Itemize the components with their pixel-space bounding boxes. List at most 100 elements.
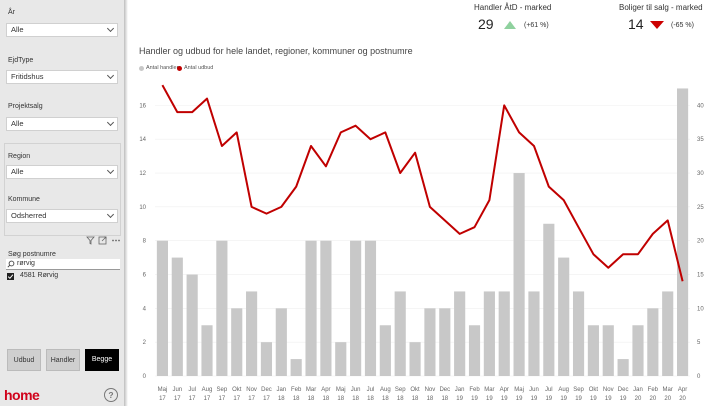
filter-icon[interactable] — [86, 236, 95, 245]
y-right-tick-label: 15 — [697, 273, 704, 279]
y-left-tick-label: 16 — [139, 103, 146, 109]
x-tick-year: 19 — [545, 396, 552, 402]
x-tick-month: Sep — [217, 387, 228, 393]
x-tick-month: Mar — [663, 387, 673, 393]
projektsalg-dropdown[interactable]: Alle — [6, 117, 118, 131]
kpi-boliger-value: 14 — [628, 16, 644, 32]
y-left-tick-label: 0 — [143, 374, 147, 380]
year-dropdown[interactable]: Alle — [6, 23, 118, 37]
bar-handler — [156, 240, 169, 376]
x-tick-year: 17 — [174, 396, 181, 402]
kpi-handler-title: Handler ÅtD - marked — [474, 3, 552, 12]
x-tick-month: Jul — [188, 387, 196, 393]
x-tick-month: Mar — [484, 387, 494, 393]
x-tick-year: 19 — [575, 396, 582, 402]
x-tick-year: 19 — [620, 396, 627, 402]
x-tick-month: Nov — [603, 387, 614, 393]
legend-udbud: Antal udbud — [184, 65, 214, 71]
filter-label-year: År — [8, 9, 15, 16]
x-tick-month: Dec — [439, 387, 450, 393]
bar-handler — [587, 325, 599, 376]
x-tick-month: Mar — [306, 387, 316, 393]
postnr-option-label: 4581 Rørvig — [20, 272, 59, 279]
y-right-tick-label: 40 — [697, 103, 704, 109]
bar-handler — [394, 291, 406, 376]
filter-label-projektsalg: Projektsalg — [8, 103, 43, 110]
trend-up-icon — [504, 21, 516, 29]
handler-button[interactable]: Handler — [46, 349, 80, 371]
x-tick-year: 18 — [308, 396, 315, 402]
x-tick-year: 20 — [635, 396, 642, 402]
x-tick-month: Feb — [291, 387, 302, 393]
x-tick-year: 17 — [219, 396, 226, 402]
bar-handler — [364, 240, 377, 376]
postnr-checkbox[interactable] — [7, 273, 14, 280]
projektsalg-dropdown-value: Alle — [11, 119, 24, 128]
sidebar-shadow — [124, 0, 128, 406]
bar-handler — [632, 325, 644, 376]
bar-handler — [647, 308, 659, 376]
y-left-tick-label: 10 — [139, 205, 146, 211]
x-tick-year: 19 — [486, 396, 493, 402]
bar-handler — [498, 291, 510, 376]
x-tick-month: Sep — [573, 387, 584, 393]
bar-handler — [543, 223, 555, 376]
legend-swatch-udbud — [177, 66, 182, 71]
ejdtype-dropdown[interactable]: Fritidshus — [6, 70, 118, 84]
bar-handler — [335, 342, 347, 376]
x-tick-year: 18 — [278, 396, 285, 402]
begge-button[interactable]: Begge — [85, 349, 119, 371]
bar-handler — [454, 291, 466, 376]
postnr-search-value: rørvig — [17, 260, 35, 267]
x-tick-month: Nov — [425, 387, 436, 393]
kpi-boliger-change: (-65 %) — [671, 22, 694, 29]
region-dropdown[interactable]: Alle — [6, 165, 118, 179]
x-tick-year: 19 — [605, 396, 612, 402]
x-tick-year: 20 — [679, 396, 686, 402]
x-tick-year: 17 — [263, 396, 270, 402]
help-icon[interactable]: ? — [104, 388, 118, 402]
filter-label-ejdtype: EjdType — [8, 57, 34, 64]
x-tick-year: 17 — [189, 396, 196, 402]
x-tick-year: 18 — [412, 396, 419, 402]
y-right-tick-label: 30 — [697, 171, 704, 177]
x-tick-year: 18 — [397, 396, 404, 402]
filter-label-kommune: Kommune — [8, 196, 40, 203]
x-tick-month: Jan — [455, 387, 465, 393]
x-tick-month: Maj — [336, 387, 346, 393]
visual-header-icons — [86, 236, 120, 245]
more-options-icon[interactable] — [112, 239, 120, 242]
x-tick-month: Jul — [367, 387, 375, 393]
y-right-tick-label: 0 — [697, 374, 701, 380]
y-left-tick-label: 6 — [143, 273, 147, 279]
kommune-dropdown[interactable]: Odsherred — [6, 209, 118, 223]
x-tick-month: Jan — [633, 387, 643, 393]
bar-handler — [528, 291, 540, 376]
bar-handler — [305, 240, 317, 376]
bar-handler — [572, 291, 585, 376]
bar-handler — [409, 342, 421, 376]
bar-handler — [468, 325, 481, 376]
ejdtype-dropdown-value: Fritidshus — [11, 72, 44, 81]
x-tick-month: Dec — [261, 387, 272, 393]
bar-handler — [513, 173, 525, 376]
y-right-tick-label: 5 — [697, 340, 701, 346]
focus-mode-icon[interactable] — [98, 236, 107, 245]
y-left-tick-label: 8 — [143, 239, 147, 245]
postnr-search-input[interactable]: rørvig — [6, 259, 120, 270]
region-kommune-panel — [4, 143, 121, 236]
x-tick-month: Feb — [469, 387, 480, 393]
x-tick-year: 18 — [337, 396, 344, 402]
udbud-button[interactable]: Udbud — [7, 349, 41, 371]
x-tick-year: 19 — [590, 396, 597, 402]
trend-down-icon — [650, 21, 664, 29]
legend-handler: Antal handler — [146, 65, 179, 71]
bar-handler — [662, 291, 674, 376]
x-tick-year: 17 — [204, 396, 211, 402]
x-tick-month: Jan — [276, 387, 286, 393]
bar-handler — [483, 291, 495, 376]
bar-handler — [186, 274, 198, 376]
x-tick-month: Jun — [172, 387, 182, 393]
x-tick-month: Okt — [410, 387, 420, 393]
kpi-handler-value: 29 — [478, 16, 494, 32]
